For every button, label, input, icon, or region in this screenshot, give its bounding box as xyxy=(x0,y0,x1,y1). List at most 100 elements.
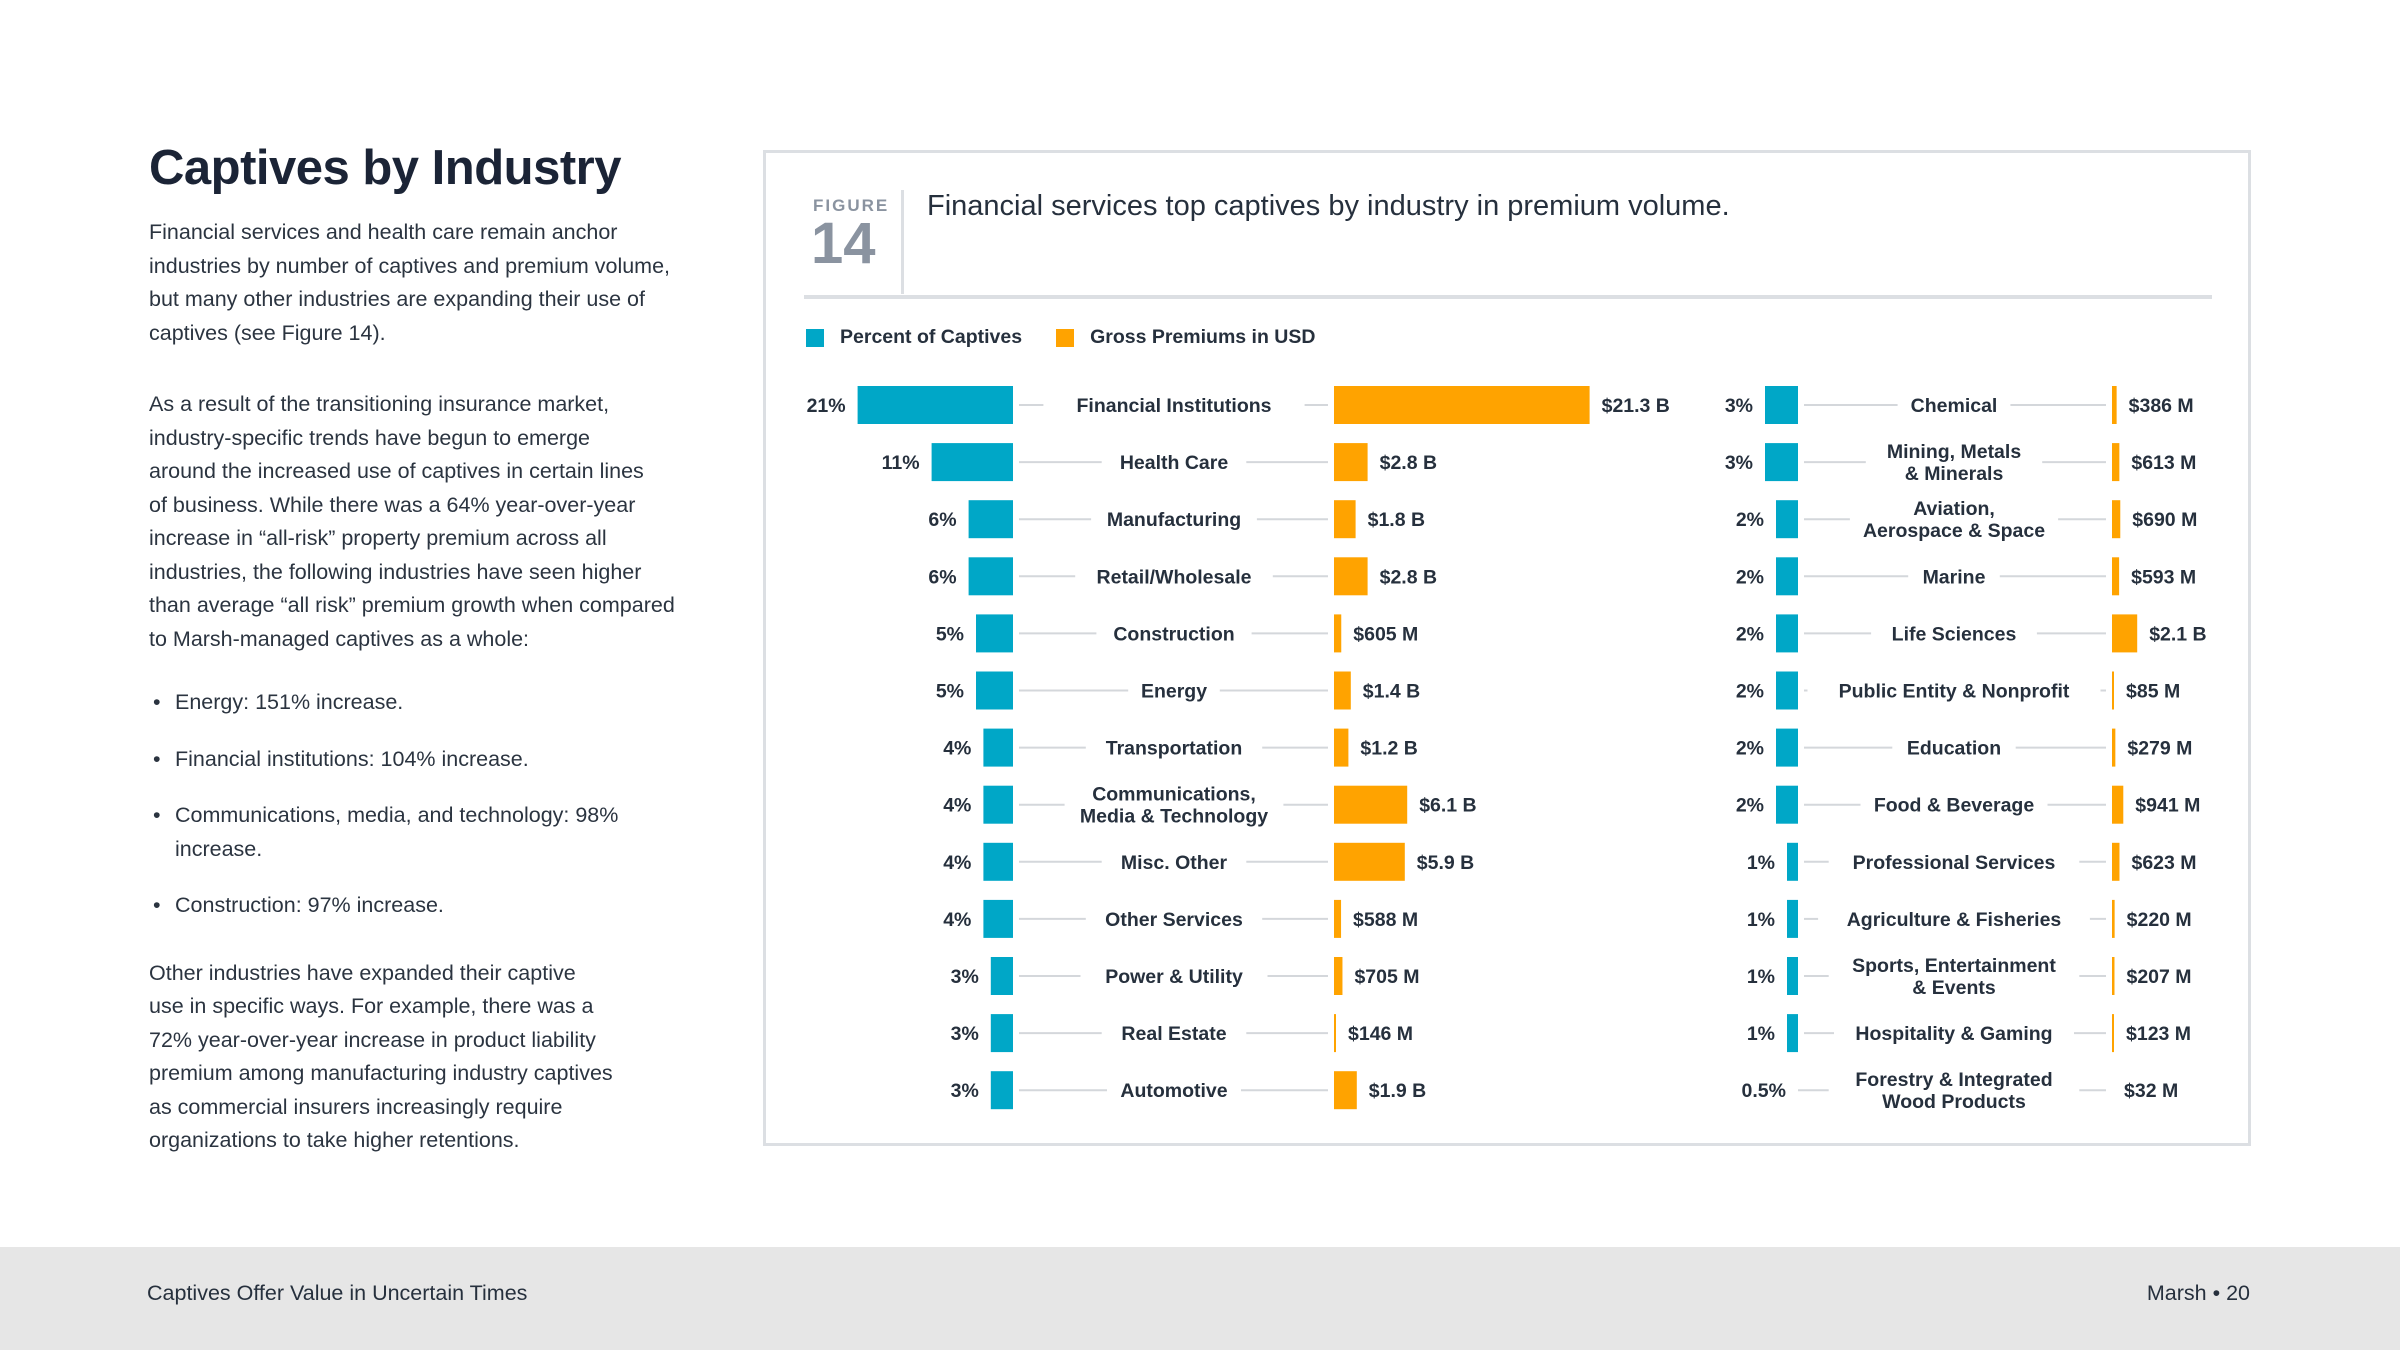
percent-label: 2% xyxy=(1736,738,1764,760)
market-line: industries, the following industries hav… xyxy=(149,559,642,584)
legend-item-premium: Gross Premiums in USD xyxy=(1056,326,1315,349)
premium-label: $623 M xyxy=(2131,852,2196,874)
percent-bar xyxy=(983,899,1013,938)
growth-bullet-list: Energy: 151% increase. Financial institu… xyxy=(149,686,729,923)
premium-bar xyxy=(1334,671,1351,710)
category-label: Financial Institutions xyxy=(1076,395,1271,417)
premium-label: $588 M xyxy=(1353,909,1418,931)
premium-label: $146 M xyxy=(1348,1023,1413,1045)
bullet-text: Communications, media, and technology: 9… xyxy=(175,803,619,827)
bullet-text: increase. xyxy=(175,836,263,861)
percent-bar xyxy=(983,785,1013,824)
figure-label: FIGURE xyxy=(813,196,890,215)
bullet-item: Financial institutions: 104% increase. xyxy=(149,743,729,777)
figure-header-rule xyxy=(804,295,2212,299)
page-footer xyxy=(0,1247,2400,1350)
percent-label: 2% xyxy=(1736,623,1764,645)
percent-label: 3% xyxy=(951,1023,979,1045)
percent-label: 6% xyxy=(928,566,956,588)
percent-bar xyxy=(976,671,1013,710)
percent-label: 21% xyxy=(807,395,846,417)
percent-bar xyxy=(1787,842,1798,881)
premium-label: $2.8 B xyxy=(1380,566,1437,588)
category-label: Transportation xyxy=(1106,738,1243,760)
percent-bar xyxy=(931,443,1013,482)
premium-bar xyxy=(2112,842,2120,881)
percent-bar xyxy=(1787,1014,1798,1053)
premium-bar xyxy=(2112,614,2138,653)
percent-bar xyxy=(1776,785,1798,824)
premium-label: $5.9 B xyxy=(1417,852,1474,874)
premium-label: $21.3 B xyxy=(1602,395,1670,417)
percent-label: 11% xyxy=(882,452,920,474)
percent-bar xyxy=(990,1071,1013,1110)
category-label: Agriculture & Fisheries xyxy=(1847,909,2062,931)
premium-label: $279 M xyxy=(2127,738,2192,760)
premium-label: $386 M xyxy=(2129,395,2194,417)
category-label: Hospitality & Gaming xyxy=(1855,1023,2052,1045)
premium-label: $207 M xyxy=(2126,966,2191,988)
closing-line: 72% year-over-year increase in product l… xyxy=(149,1027,596,1052)
market-line: industry-specific trends have begun to e… xyxy=(149,425,590,450)
premium-label: $1.8 B xyxy=(1368,509,1425,531)
premium-bar xyxy=(2112,671,2114,710)
premium-bar xyxy=(1334,899,1342,938)
percent-bar xyxy=(990,957,1013,995)
page-title: Captives by Industry xyxy=(149,141,621,195)
premium-bar xyxy=(2112,899,2115,938)
percent-bar xyxy=(983,842,1013,881)
premium-bar xyxy=(1334,957,1343,995)
article-column: Captives by Industry Financial services … xyxy=(149,140,729,1196)
bullet-text: Construction: 97% increase. xyxy=(175,893,444,917)
percent-label: 4% xyxy=(943,852,971,874)
premium-bar xyxy=(2112,957,2115,995)
premium-label: $605 M xyxy=(1353,623,1418,645)
premium-label: $123 M xyxy=(2126,1023,2191,1045)
premium-bar xyxy=(2112,728,2116,767)
category-label: Education xyxy=(1907,738,2001,760)
category-label: Communications, Media & Technology xyxy=(1080,784,1268,828)
premium-label: $2.1 B xyxy=(2149,623,2206,645)
figure-title: Financial services top captives by indus… xyxy=(927,190,1730,222)
premium-bar xyxy=(2112,785,2124,824)
percent-label: 1% xyxy=(1747,909,1775,931)
percent-label: 5% xyxy=(936,681,964,703)
intro-line: Financial services and health care remai… xyxy=(149,220,618,244)
premium-label: $593 M xyxy=(2131,566,2196,588)
percent-label: 6% xyxy=(928,509,956,531)
premium-label: $690 M xyxy=(2132,509,2197,531)
premium-label: $1.4 B xyxy=(1363,681,1420,703)
category-label: Public Entity & Nonprofit xyxy=(1839,681,2070,703)
legend-label-percent: Percent of Captives xyxy=(840,326,1023,348)
legend-item-percent: Percent of Captives xyxy=(806,326,1022,349)
percent-bar xyxy=(990,1014,1013,1053)
premium-label: $2.8 B xyxy=(1380,452,1437,474)
percent-label: 4% xyxy=(943,738,971,760)
premium-bar xyxy=(1334,443,1368,482)
footer-document-title: Captives Offer Value in Uncertain Times xyxy=(147,1281,528,1305)
bullet-item: Construction: 97% increase. xyxy=(149,889,729,923)
percent-label: 2% xyxy=(1736,566,1764,588)
percent-label: 2% xyxy=(1736,681,1764,703)
premium-label: $32 M xyxy=(2124,1080,2178,1102)
percent-bar xyxy=(1787,957,1798,995)
closing-line: premium among manufacturing industry cap… xyxy=(149,1061,613,1085)
closing-line: Other industries have expanded their cap… xyxy=(149,960,576,985)
closing-line: as commercial insurers increasingly requ… xyxy=(149,1094,563,1119)
premium-bar xyxy=(1334,842,1405,881)
bullet-text: Energy: 151% increase. xyxy=(175,690,404,714)
premium-label: $705 M xyxy=(1354,966,1419,988)
market-line: As a result of the transitioning insuran… xyxy=(149,392,610,416)
category-label: Life Sciences xyxy=(1892,623,2017,645)
premium-bar xyxy=(2112,386,2117,424)
premium-bar xyxy=(1334,614,1342,653)
bullet-item: Communications, media, and technology: 9… xyxy=(149,799,729,866)
category-label: Aviation, Aerospace & Space xyxy=(1863,498,2045,542)
percent-label: 3% xyxy=(951,966,979,988)
premium-bar xyxy=(1334,557,1368,596)
percent-label: 2% xyxy=(1736,795,1764,817)
intro-line: industries by number of captives and pre… xyxy=(149,253,671,278)
category-label: Manufacturing xyxy=(1107,509,1241,531)
category-label: Energy xyxy=(1141,681,1207,703)
